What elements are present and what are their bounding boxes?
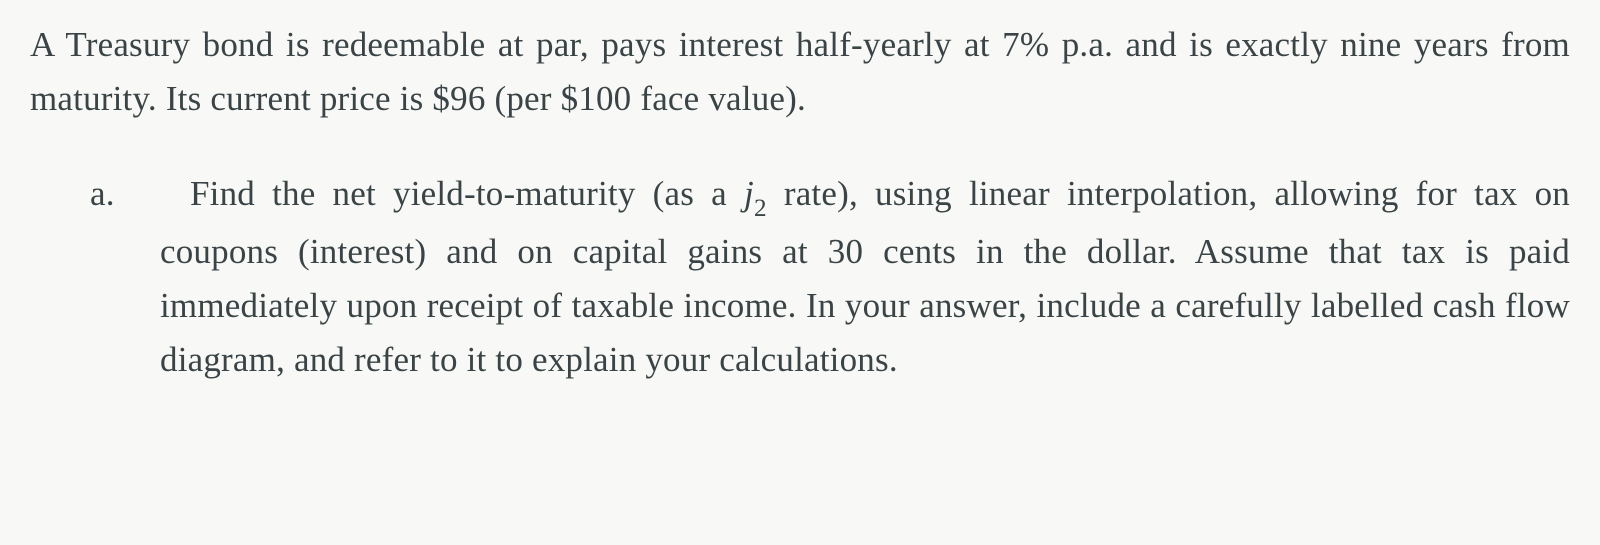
part-a-label: a.	[30, 167, 160, 221]
part-a-text-1: Find the net yield-to-maturity (as a	[190, 174, 744, 213]
intro-text-3: face value).	[640, 79, 806, 118]
tax-rate: 30	[828, 232, 863, 271]
intro-text-2b: (per	[486, 79, 561, 118]
part-a: a. Find the net yield-to-maturity (as a …	[30, 167, 1570, 388]
j-symbol: j	[744, 174, 754, 213]
intro-text-1: A Treasury bond is redeemable at par, pa…	[30, 25, 1002, 64]
j-subscript: 2	[754, 195, 767, 222]
page: A Treasury bond is redeemable at par, pa…	[0, 0, 1600, 545]
part-a-text-2: rate), using linear	[767, 174, 1050, 213]
coupon-rate: 7%	[1002, 25, 1049, 64]
current-price: $96	[432, 79, 485, 118]
face-value: $100	[561, 79, 632, 118]
part-a-body: Find the net yield-to-maturity (as a j2 …	[160, 167, 1570, 388]
intro-text-1b: p.a.	[1049, 25, 1113, 64]
problem-statement: A Treasury bond is redeemable at par, pa…	[30, 18, 1570, 127]
